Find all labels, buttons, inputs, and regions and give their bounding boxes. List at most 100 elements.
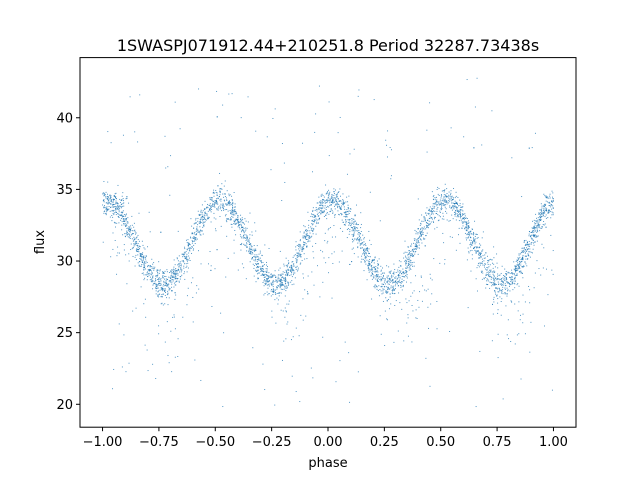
data-point	[487, 274, 489, 276]
data-point	[171, 275, 173, 277]
data-point	[126, 283, 128, 285]
data-point	[550, 217, 552, 219]
data-point	[457, 215, 459, 217]
data-point	[293, 270, 295, 272]
data-point	[157, 287, 159, 289]
data-point	[540, 274, 542, 276]
data-point	[313, 219, 315, 221]
data-point	[251, 231, 253, 233]
data-point	[125, 225, 127, 227]
data-point	[511, 157, 513, 159]
data-point	[437, 186, 439, 188]
data-point	[322, 207, 324, 209]
data-point	[213, 206, 215, 208]
data-point	[313, 213, 315, 215]
data-point	[313, 228, 315, 230]
data-point	[216, 201, 218, 203]
data-point	[121, 199, 123, 201]
data-point	[338, 204, 340, 206]
data-point	[544, 211, 546, 213]
data-point	[378, 276, 380, 278]
data-point	[392, 289, 394, 291]
data-point	[394, 305, 396, 307]
data-point	[164, 288, 166, 290]
data-point	[409, 256, 411, 258]
data-point	[235, 212, 237, 214]
data-point	[141, 264, 143, 265]
data-point	[472, 240, 474, 242]
data-point	[399, 279, 401, 281]
data-point	[172, 316, 174, 318]
data-point	[334, 208, 336, 210]
data-point	[209, 251, 211, 253]
data-point	[154, 278, 156, 280]
data-point	[115, 198, 117, 200]
data-point	[185, 259, 187, 261]
data-point	[147, 246, 149, 248]
data-point	[433, 194, 435, 196]
data-point	[371, 259, 373, 261]
data-point	[522, 251, 524, 253]
data-point	[170, 275, 172, 277]
data-point	[446, 195, 448, 197]
data-point	[121, 366, 123, 368]
data-point	[320, 211, 322, 213]
data-point	[533, 244, 535, 246]
data-point	[142, 256, 144, 258]
data-point	[221, 183, 223, 185]
data-point	[210, 211, 212, 213]
data-point	[342, 230, 344, 232]
data-point	[120, 211, 122, 213]
data-point	[544, 210, 546, 212]
data-point	[548, 209, 549, 211]
data-point	[166, 271, 168, 273]
data-point	[543, 224, 545, 226]
data-point	[257, 263, 259, 265]
data-point	[139, 255, 141, 257]
data-point	[381, 286, 383, 288]
data-point	[272, 283, 274, 285]
data-point	[410, 252, 412, 254]
data-point	[286, 272, 288, 274]
data-point	[345, 220, 347, 222]
data-point	[358, 241, 360, 243]
data-point	[175, 273, 177, 275]
data-point	[472, 233, 474, 235]
data-point	[189, 236, 191, 238]
data-point	[425, 224, 427, 226]
data-point	[376, 276, 378, 278]
data-point	[473, 239, 475, 241]
data-point	[362, 242, 364, 244]
data-point	[409, 261, 411, 263]
data-point	[397, 274, 399, 276]
data-point	[106, 193, 108, 195]
data-point	[119, 205, 121, 207]
data-point	[145, 262, 147, 264]
data-point	[446, 188, 448, 190]
data-point	[462, 222, 464, 224]
data-point	[103, 201, 105, 203]
data-point	[541, 226, 543, 228]
data-point	[536, 235, 538, 237]
data-point	[365, 257, 367, 259]
data-point	[118, 208, 120, 210]
data-point	[484, 263, 486, 265]
data-point	[243, 267, 245, 269]
data-point	[304, 241, 306, 243]
data-point	[460, 219, 462, 221]
data-point	[499, 279, 501, 281]
data-point	[551, 389, 553, 391]
data-point	[493, 270, 495, 272]
data-point	[129, 234, 131, 236]
data-point	[291, 264, 293, 266]
data-point	[413, 290, 415, 292]
data-point	[467, 234, 469, 236]
data-point	[465, 217, 467, 219]
data-point	[432, 213, 434, 215]
data-point	[482, 255, 484, 257]
data-point	[109, 197, 111, 199]
data-point	[246, 250, 248, 252]
data-point	[143, 267, 145, 269]
data-point	[505, 305, 507, 307]
data-point	[543, 211, 545, 213]
